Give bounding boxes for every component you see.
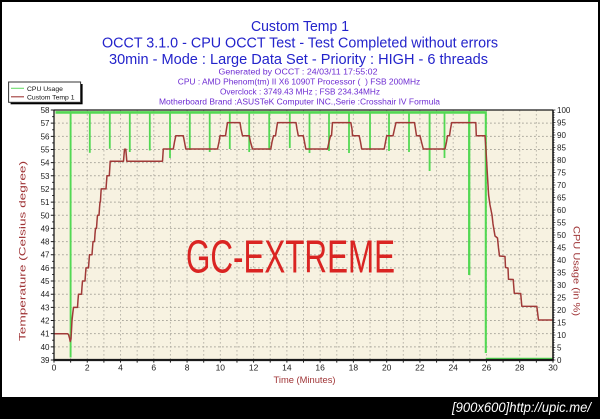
svg-text:GC-EXTREME: GC-EXTREME xyxy=(186,231,395,283)
svg-text:75: 75 xyxy=(557,169,566,178)
svg-text:43: 43 xyxy=(41,303,50,312)
svg-text:51: 51 xyxy=(41,198,50,207)
svg-text:18: 18 xyxy=(349,363,359,373)
svg-text:5: 5 xyxy=(557,344,562,353)
svg-text:54: 54 xyxy=(41,159,50,168)
svg-text:50: 50 xyxy=(41,211,50,220)
svg-text:60: 60 xyxy=(557,206,566,215)
svg-text:58: 58 xyxy=(41,106,50,115)
svg-text:35: 35 xyxy=(557,269,566,278)
svg-text:Overclock : 3749.43 MHz ; FSB: Overclock : 3749.43 MHz ; FSB 234.34MHz xyxy=(220,87,380,97)
svg-text:12: 12 xyxy=(249,363,259,373)
svg-text:46: 46 xyxy=(41,264,50,273)
svg-text:70: 70 xyxy=(557,181,566,190)
svg-text:30: 30 xyxy=(557,281,566,290)
svg-text:OCCT 3.1.0 - CPU OCCT Test - T: OCCT 3.1.0 - CPU OCCT Test - Test Comple… xyxy=(102,35,498,52)
svg-text:10: 10 xyxy=(216,363,226,373)
svg-text:24: 24 xyxy=(448,363,458,373)
svg-text:45: 45 xyxy=(41,277,50,286)
svg-text:16: 16 xyxy=(315,363,325,373)
svg-text:30min - Mode : Large Data Set: 30min - Mode : Large Data Set - Priority… xyxy=(109,51,488,68)
svg-text:53: 53 xyxy=(41,172,50,181)
svg-text:80: 80 xyxy=(557,156,566,165)
svg-text:48: 48 xyxy=(41,238,50,247)
svg-text:100: 100 xyxy=(557,106,571,115)
svg-text:49: 49 xyxy=(41,224,50,233)
svg-text:39: 39 xyxy=(41,356,50,365)
svg-text:30: 30 xyxy=(548,363,558,373)
svg-text:[900x600]http://upic.me/: [900x600]http://upic.me/ xyxy=(451,400,592,415)
svg-text:40: 40 xyxy=(557,256,566,265)
svg-text:45: 45 xyxy=(557,244,566,253)
svg-text:56: 56 xyxy=(41,132,50,141)
svg-text:8: 8 xyxy=(185,363,190,373)
svg-text:15: 15 xyxy=(557,319,566,328)
svg-text:22: 22 xyxy=(415,363,425,373)
svg-text:0: 0 xyxy=(557,356,562,365)
svg-text:20: 20 xyxy=(557,306,566,315)
svg-text:26: 26 xyxy=(482,363,492,373)
svg-text:Custom Temp 1: Custom Temp 1 xyxy=(251,18,349,35)
svg-text:20: 20 xyxy=(382,363,392,373)
svg-text:65: 65 xyxy=(557,194,566,203)
svg-text:95: 95 xyxy=(557,119,566,128)
svg-text:Time (Minutes): Time (Minutes) xyxy=(274,375,336,385)
svg-text:41: 41 xyxy=(41,330,50,339)
svg-text:14: 14 xyxy=(282,363,292,373)
svg-text:0: 0 xyxy=(52,363,57,373)
svg-text:Temperature (Celsius degree): Temperature (Celsius degree) xyxy=(18,161,29,341)
svg-text:44: 44 xyxy=(41,290,50,299)
svg-text:55: 55 xyxy=(41,146,50,155)
svg-text:Motherboard Brand :ASUSTeK Com: Motherboard Brand :ASUSTeK Computer INC.… xyxy=(159,97,440,107)
svg-text:85: 85 xyxy=(557,144,566,153)
svg-text:CPU Usage (in %): CPU Usage (in %) xyxy=(571,226,582,316)
svg-text:50: 50 xyxy=(557,231,566,240)
svg-text:CPU : AMD Phenom(tm) II X6 109: CPU : AMD Phenom(tm) II X6 1090T Process… xyxy=(178,77,421,87)
svg-text:28: 28 xyxy=(515,363,525,373)
svg-text:42: 42 xyxy=(41,317,50,326)
svg-text:52: 52 xyxy=(41,185,50,194)
svg-text:6: 6 xyxy=(151,363,156,373)
svg-text:CPU Usage: CPU Usage xyxy=(27,86,63,93)
svg-text:57: 57 xyxy=(41,119,50,128)
svg-text:55: 55 xyxy=(557,219,566,228)
svg-text:4: 4 xyxy=(118,363,123,373)
svg-text:47: 47 xyxy=(41,251,50,260)
svg-text:90: 90 xyxy=(557,131,566,140)
svg-text:2: 2 xyxy=(85,363,90,373)
svg-text:25: 25 xyxy=(557,294,566,303)
svg-text:10: 10 xyxy=(557,331,566,340)
svg-text:40: 40 xyxy=(41,343,50,352)
svg-text:Generated by OCCT : 24/03/11 1: Generated by OCCT : 24/03/11 17:55:02 xyxy=(219,67,378,77)
svg-text:Custom Temp 1: Custom Temp 1 xyxy=(27,95,75,102)
